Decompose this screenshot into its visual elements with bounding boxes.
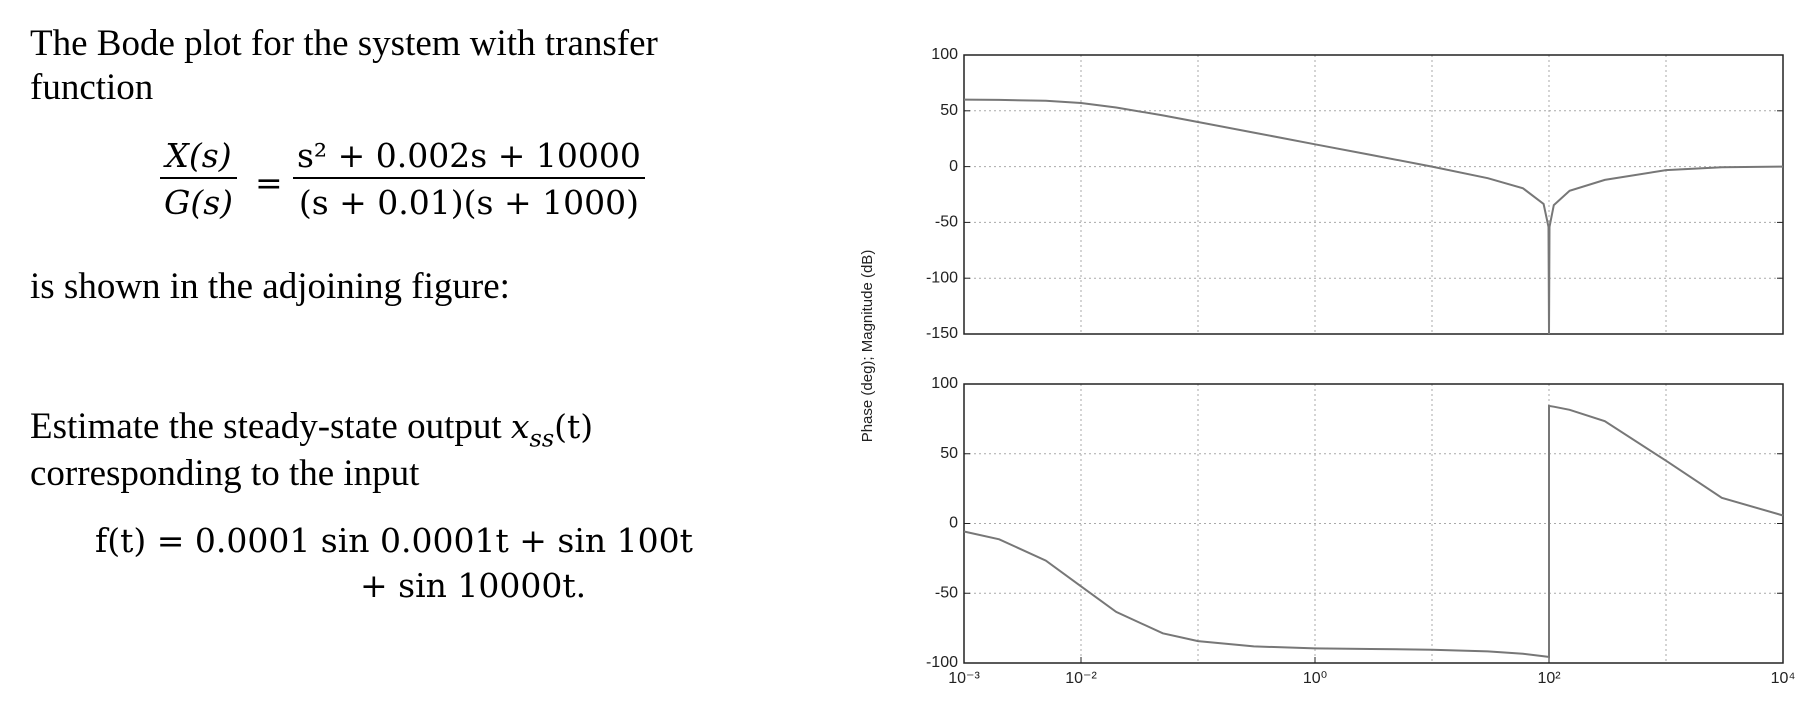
intro-line: The Bode plot for the system with transf… [30, 23, 658, 64]
lhs-numerator: X(s) [160, 136, 238, 179]
equals: = [255, 163, 283, 202]
x-tick-label: 10⁻² [1065, 670, 1097, 687]
x-tick-label: 10⁰ [1303, 670, 1327, 687]
y-tick-label: 0 [949, 158, 958, 175]
x-tick-label: 10² [1537, 670, 1561, 687]
input-line: + sin 10000t. [360, 566, 587, 605]
x-tick-label: 10⁻³ [948, 670, 980, 687]
output-sub: ss [529, 424, 555, 453]
y-tick-label: -150 [926, 325, 958, 342]
y-tick-label: 50 [940, 445, 958, 462]
plot-frame [963, 383, 1784, 664]
intro-line: function [30, 67, 154, 108]
y-tick-label: -50 [935, 214, 958, 231]
estimate-text: Estimate the steady-state output xss(t) [30, 405, 593, 452]
input-line: f(t) = 0.0001 sin 0.0001t + sin 100t [95, 521, 693, 560]
rhs-denominator: (s + 0.01)(s + 1000) [298, 183, 639, 222]
output-arg: (t) [554, 407, 594, 446]
y-tick-label: 50 [940, 102, 958, 119]
lhs-fraction: X(s) G(s) [160, 136, 238, 222]
response-line [963, 98, 1784, 335]
lhs-denominator: G(s) [164, 183, 234, 222]
shown-text: is shown in the adjoining figure: [30, 266, 510, 307]
y-tick-label: 100 [931, 46, 958, 63]
y-axis-label: Phase (deg); Magnitude (dB) [859, 250, 876, 443]
estimate: Estimate the steady-state output [30, 406, 502, 447]
corresponding-text: corresponding to the input [30, 453, 420, 494]
plot-frame [963, 54, 1784, 335]
rhs-numerator: s² + 0.002s + 10000 [293, 136, 645, 179]
rhs-fraction: s² + 0.002s + 10000 (s + 0.01)(s + 1000) [293, 136, 645, 222]
y-tick-label: 100 [931, 375, 958, 392]
y-tick-label: -50 [935, 584, 958, 601]
y-tick-label: -100 [926, 654, 958, 671]
x-tick-label: 10⁴ [1771, 670, 1796, 687]
y-tick-label: -100 [926, 269, 958, 286]
y-tick-label: 0 [949, 515, 958, 532]
output-var: x [510, 407, 530, 446]
response-line [963, 404, 1784, 659]
